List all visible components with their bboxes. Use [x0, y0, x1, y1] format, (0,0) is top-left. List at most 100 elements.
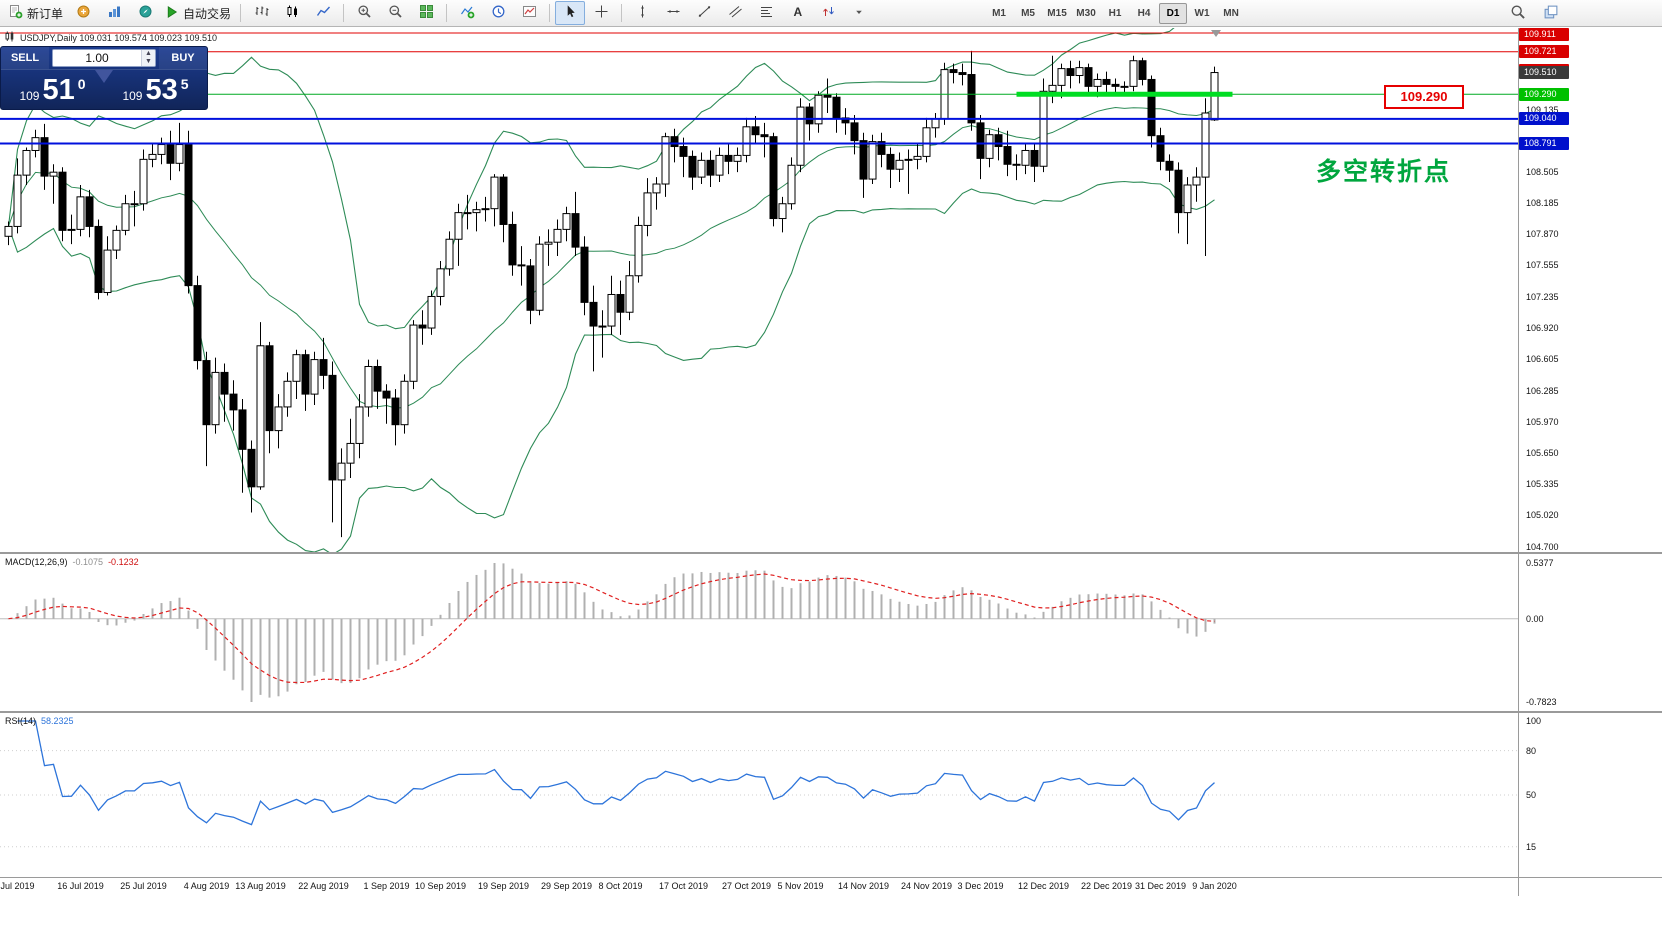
date-axis-label: 25 Jul 2019	[120, 881, 167, 891]
timeframe-h1-button[interactable]: H1	[1108, 7, 1122, 19]
templates-button[interactable]	[514, 1, 544, 25]
date-axis-label: 16 Jul 2019	[57, 881, 104, 891]
toolbar-right-group	[1503, 1, 1566, 25]
price-axis-label: 105.020	[1526, 510, 1559, 521]
sell-price-button[interactable]: 109 51 0	[1, 70, 104, 109]
price-axis-label: 107.235	[1526, 291, 1559, 302]
chart-title-text: USDJPY,Daily 109.031 109.574 109.023 109…	[20, 32, 217, 43]
date-axis-label: 12 Dec 2019	[1017, 881, 1070, 891]
macd-panel-canvas[interactable]	[0, 554, 1518, 711]
toolbar-separator	[549, 4, 551, 22]
timeframe-w1-button[interactable]: W1	[1194, 7, 1210, 19]
compass-icon	[138, 4, 153, 22]
date-axis-label: 1 Sep 2019	[363, 881, 410, 891]
date-axis-label: 17 Oct 2019	[658, 881, 709, 891]
price-level-label[interactable]: 109.290	[1384, 85, 1464, 109]
panel-splitter-main-macd[interactable]	[0, 552, 1662, 554]
indicators-button[interactable]	[452, 1, 482, 25]
volume-input[interactable]	[53, 50, 141, 66]
toolbar-separator	[240, 4, 242, 22]
zoom-in-icon	[357, 4, 372, 22]
bar-chart-button[interactable]	[246, 1, 276, 25]
coin-icon	[76, 4, 91, 22]
autotrading-button[interactable]: 自动交易	[161, 1, 235, 25]
shapes-dropdown-button[interactable]	[844, 1, 874, 25]
timeframe-m1-button[interactable]: M1	[992, 7, 1006, 19]
text-tool-button[interactable]: A	[782, 1, 812, 25]
rsi-name: RSI(14)	[5, 716, 37, 726]
zoom-in-button[interactable]	[349, 1, 379, 25]
timeframe-m30-button[interactable]: M30	[1076, 7, 1096, 19]
date-axis-label: 19 Sep 2019	[477, 881, 530, 891]
price-tag: 109.911	[1519, 28, 1569, 41]
market-watch-button[interactable]	[99, 1, 129, 25]
macd-axis-label: 0.5377	[1526, 558, 1554, 568]
zoom-out-icon	[388, 4, 403, 22]
new-order-icon	[8, 4, 23, 22]
macd-name: MACD(12,26,9)	[5, 557, 68, 567]
new-order-button[interactable]: 新订单	[4, 1, 67, 25]
arrows-tool-button[interactable]	[813, 1, 843, 25]
macd-axis-label: 0.00	[1526, 613, 1544, 624]
rsi-axis-label: 50	[1526, 790, 1537, 800]
price-axis[interactable]: 109.135 108.505 108.185 107.870 107.555 107.2…	[1518, 28, 1662, 896]
macd-axis-label: -0.7823	[1526, 697, 1557, 707]
timeframe-d1-button[interactable]: D1	[1159, 2, 1188, 24]
toolbar-separator	[621, 4, 623, 22]
date-axis-label: 31 Dec 2019	[1134, 881, 1187, 891]
price-axis-label: 105.650	[1526, 448, 1559, 459]
volume-up-button[interactable]: ▲	[142, 50, 155, 58]
sell-button[interactable]: SELL	[1, 47, 49, 69]
cursor-tool-button[interactable]	[555, 1, 586, 25]
chart-annotation-text: 多空转折点	[1316, 158, 1452, 186]
svg-text:A: A	[793, 5, 802, 19]
line-chart-icon	[316, 4, 331, 22]
horizontal-line-tool-button[interactable]	[658, 1, 688, 25]
timeframe-m5-button[interactable]: M5	[1021, 7, 1035, 19]
bar-columns-icon	[107, 4, 122, 22]
one-click-price-row: 109 51 0 109 53 5	[1, 70, 207, 109]
chevron-down-icon	[853, 6, 865, 21]
marketplace-button[interactable]	[68, 1, 98, 25]
objects-list-button[interactable]	[1536, 1, 1566, 25]
vertical-line-tool-button[interactable]	[627, 1, 657, 25]
zoom-out-button[interactable]	[380, 1, 410, 25]
rsi-panel-canvas[interactable]	[0, 713, 1518, 877]
template-chart-icon	[522, 4, 537, 22]
panel-splitter-macd-rsi[interactable]	[0, 711, 1662, 713]
periods-button[interactable]	[483, 1, 513, 25]
search-icon	[1510, 4, 1526, 23]
buy-price-button[interactable]: 109 53 5	[104, 70, 207, 109]
trendline-tool-button[interactable]	[689, 1, 719, 25]
rsi-axis-label: 15	[1526, 841, 1537, 852]
sell-price-sup: 0	[77, 75, 86, 92]
timeframe-m15-button[interactable]: M15	[1047, 7, 1067, 19]
timeframe-h4-button[interactable]: H4	[1137, 7, 1151, 19]
tile-windows-button[interactable]	[411, 1, 441, 25]
buy-price-sup: 5	[180, 75, 189, 92]
price-axis-label: 107.555	[1526, 260, 1559, 271]
timeframe-toolbar: M1 M5 M15 M30 H1 H4 D1 W1 MN	[985, 2, 1245, 24]
date-axis-label: 29 Sep 2019	[540, 881, 593, 891]
symbol-search-button[interactable]	[1503, 1, 1533, 25]
candlestick-chart-button[interactable]	[277, 1, 307, 25]
navigator-button[interactable]	[130, 1, 160, 25]
buy-button[interactable]: BUY	[159, 47, 207, 69]
buy-price-big: 53	[145, 74, 178, 106]
chart-title: USDJPY,Daily 109.031 109.574 109.023 109…	[5, 31, 217, 44]
cursor-icon	[563, 4, 578, 22]
date-axis[interactable]: Jul 2019 16 Jul 2019 25 Jul 2019 4 Aug 2019…	[0, 878, 1518, 896]
fibonacci-tool-button[interactable]	[751, 1, 781, 25]
timeframe-mn-button[interactable]: MN	[1223, 7, 1239, 19]
main-chart-canvas[interactable]	[0, 28, 1518, 552]
sell-price-big: 51	[42, 74, 75, 106]
date-axis-label: 10 Sep 2019	[414, 881, 467, 891]
line-chart-button[interactable]	[308, 1, 338, 25]
crosshair-tool-button[interactable]	[586, 1, 616, 25]
main-toolbar: 新订单 自动交易 A M1 M5 M15 M30 H1 H4 D1 W1 MN	[0, 0, 1662, 27]
channel-tool-button[interactable]	[720, 1, 750, 25]
rsi-value: 58.2325	[41, 716, 74, 726]
toolbar-separator	[343, 4, 345, 22]
volume-down-button[interactable]: ▼	[142, 58, 155, 66]
